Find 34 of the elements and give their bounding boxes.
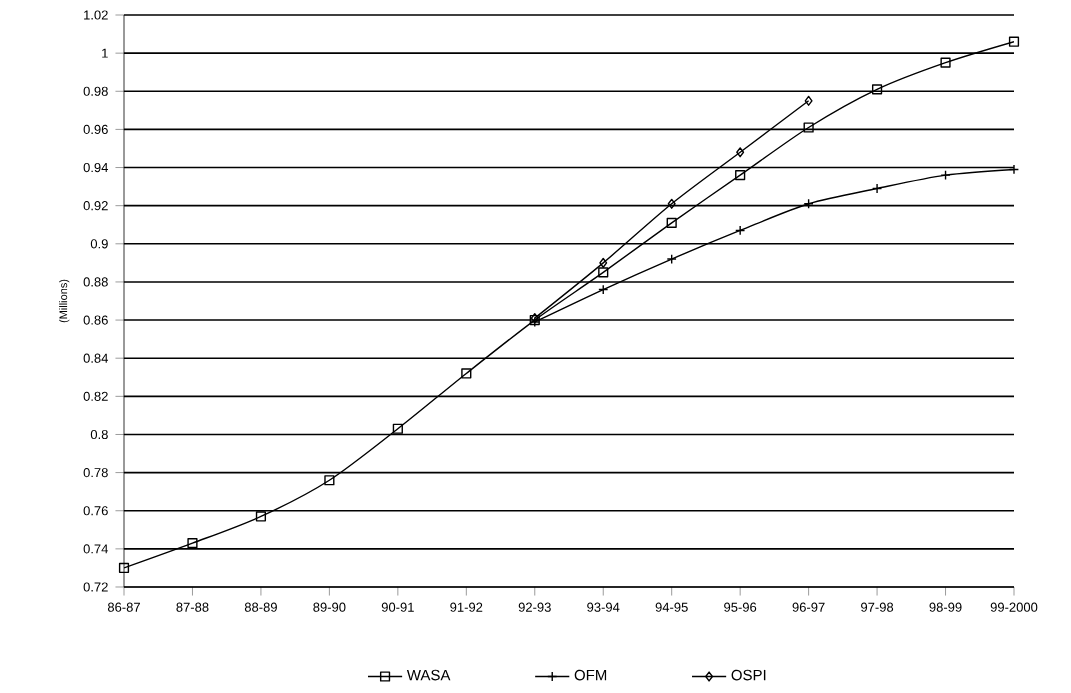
- legend-label: WASA: [406, 669, 451, 681]
- y-tick-label: 0.9: [90, 239, 108, 249]
- x-tick-label: 94-95: [655, 602, 688, 612]
- y-tick-label: 0.84: [83, 353, 109, 363]
- x-tick-label: 92-93: [518, 602, 551, 612]
- y-tick-label: 0.94: [83, 162, 109, 173]
- y-tick-label: 0.98: [83, 86, 108, 96]
- x-tick-label: 86-87: [107, 602, 140, 612]
- x-tick-label: 93-94: [587, 602, 620, 612]
- legend-label: OFM: [574, 669, 607, 681]
- y-tick-label: 0.78: [83, 468, 108, 478]
- y-tick-label: 1.02: [84, 10, 108, 20]
- y-tick-label: 0.82: [83, 391, 108, 401]
- x-tick-label: 96-97: [792, 602, 825, 612]
- y-tick-label: 0.96: [83, 124, 108, 135]
- y-tick-label: 0.8: [90, 429, 108, 440]
- x-tick-label: 87-88: [176, 602, 209, 612]
- y-tick-label: 0.86: [83, 315, 108, 325]
- x-tick-label: 97-98: [861, 602, 894, 612]
- y-tick-label: 0.72: [83, 582, 108, 592]
- y-axis-title: (Millions): [59, 279, 70, 323]
- y-tick-label: 0.74: [83, 544, 109, 554]
- legend-label: OSPI: [731, 669, 766, 681]
- y-tick-label: 0.76: [83, 506, 108, 516]
- x-tick-label: 91-92: [450, 602, 483, 612]
- x-tick-label: 88-89: [244, 602, 277, 612]
- x-tick-label: 95-96: [724, 602, 757, 612]
- x-tick-label: 90-91: [381, 602, 414, 612]
- y-tick-label: 0.92: [83, 201, 108, 211]
- y-tick-label: 1: [102, 48, 108, 58]
- x-tick-label: 99-2000: [990, 602, 1038, 612]
- y-tick-label: 0.88: [83, 277, 108, 287]
- x-tick-label: 98-99: [929, 602, 962, 612]
- x-tick-label: 89-90: [313, 602, 346, 612]
